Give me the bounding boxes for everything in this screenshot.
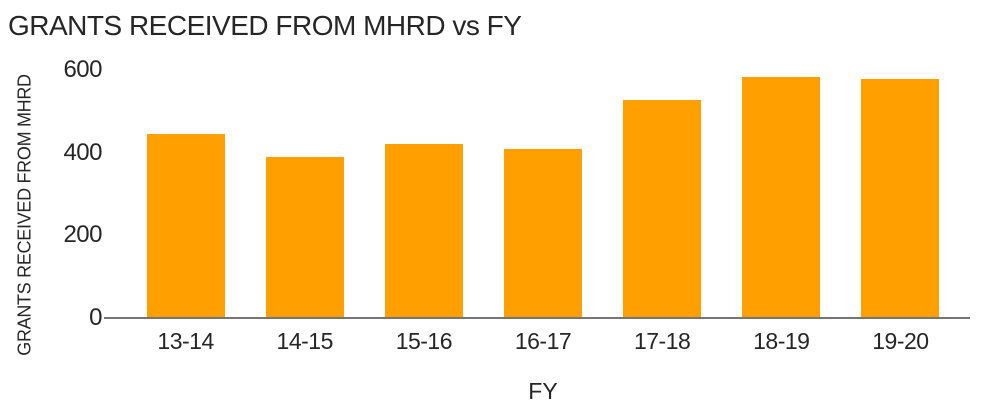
bar-14-15	[265, 156, 344, 318]
x-axis-title: FY	[528, 378, 558, 404]
bar-band	[841, 70, 960, 318]
bar-band	[603, 70, 722, 318]
bar-band	[245, 70, 364, 318]
x-tick-label-14-15: 14-15	[276, 328, 334, 354]
x-tick-label-18-19: 18-19	[753, 328, 810, 354]
y-axis-tick-labels: 0 200 400 600	[0, 0, 102, 412]
bar-15-16	[384, 144, 463, 318]
bar-band	[483, 70, 602, 318]
y-tick-label-200: 200	[63, 221, 102, 249]
y-tick-label-0: 0	[89, 304, 102, 331]
bar-band	[722, 70, 841, 318]
bar-band	[364, 70, 483, 318]
x-tick-label-19-20: 19-20	[872, 328, 929, 354]
bar-17-18	[623, 100, 702, 318]
chart-title: GRANTS RECEIVED FROM MHRD vs FY	[8, 10, 522, 41]
x-axis-line	[104, 317, 970, 319]
x-tick-label-16-17: 16-17	[514, 328, 572, 354]
bar-18-19	[742, 77, 821, 318]
bar-band	[126, 70, 245, 318]
x-tick-label-13-14: 13-14	[157, 328, 214, 354]
x-tick-label-17-18: 17-18	[633, 328, 691, 354]
x-tick-label-15-16: 15-16	[395, 328, 453, 354]
bar-16-17	[503, 149, 582, 318]
y-tick-label-400: 400	[63, 138, 102, 166]
plot-area	[126, 70, 960, 318]
bar-19-20	[861, 79, 940, 318]
y-tick-label-600: 600	[63, 56, 102, 83]
x-axis-tick-labels: 13-14 14-15 15-16 16-17 17-18 18-19 19-20	[126, 328, 960, 354]
bar-13-14	[146, 134, 225, 318]
